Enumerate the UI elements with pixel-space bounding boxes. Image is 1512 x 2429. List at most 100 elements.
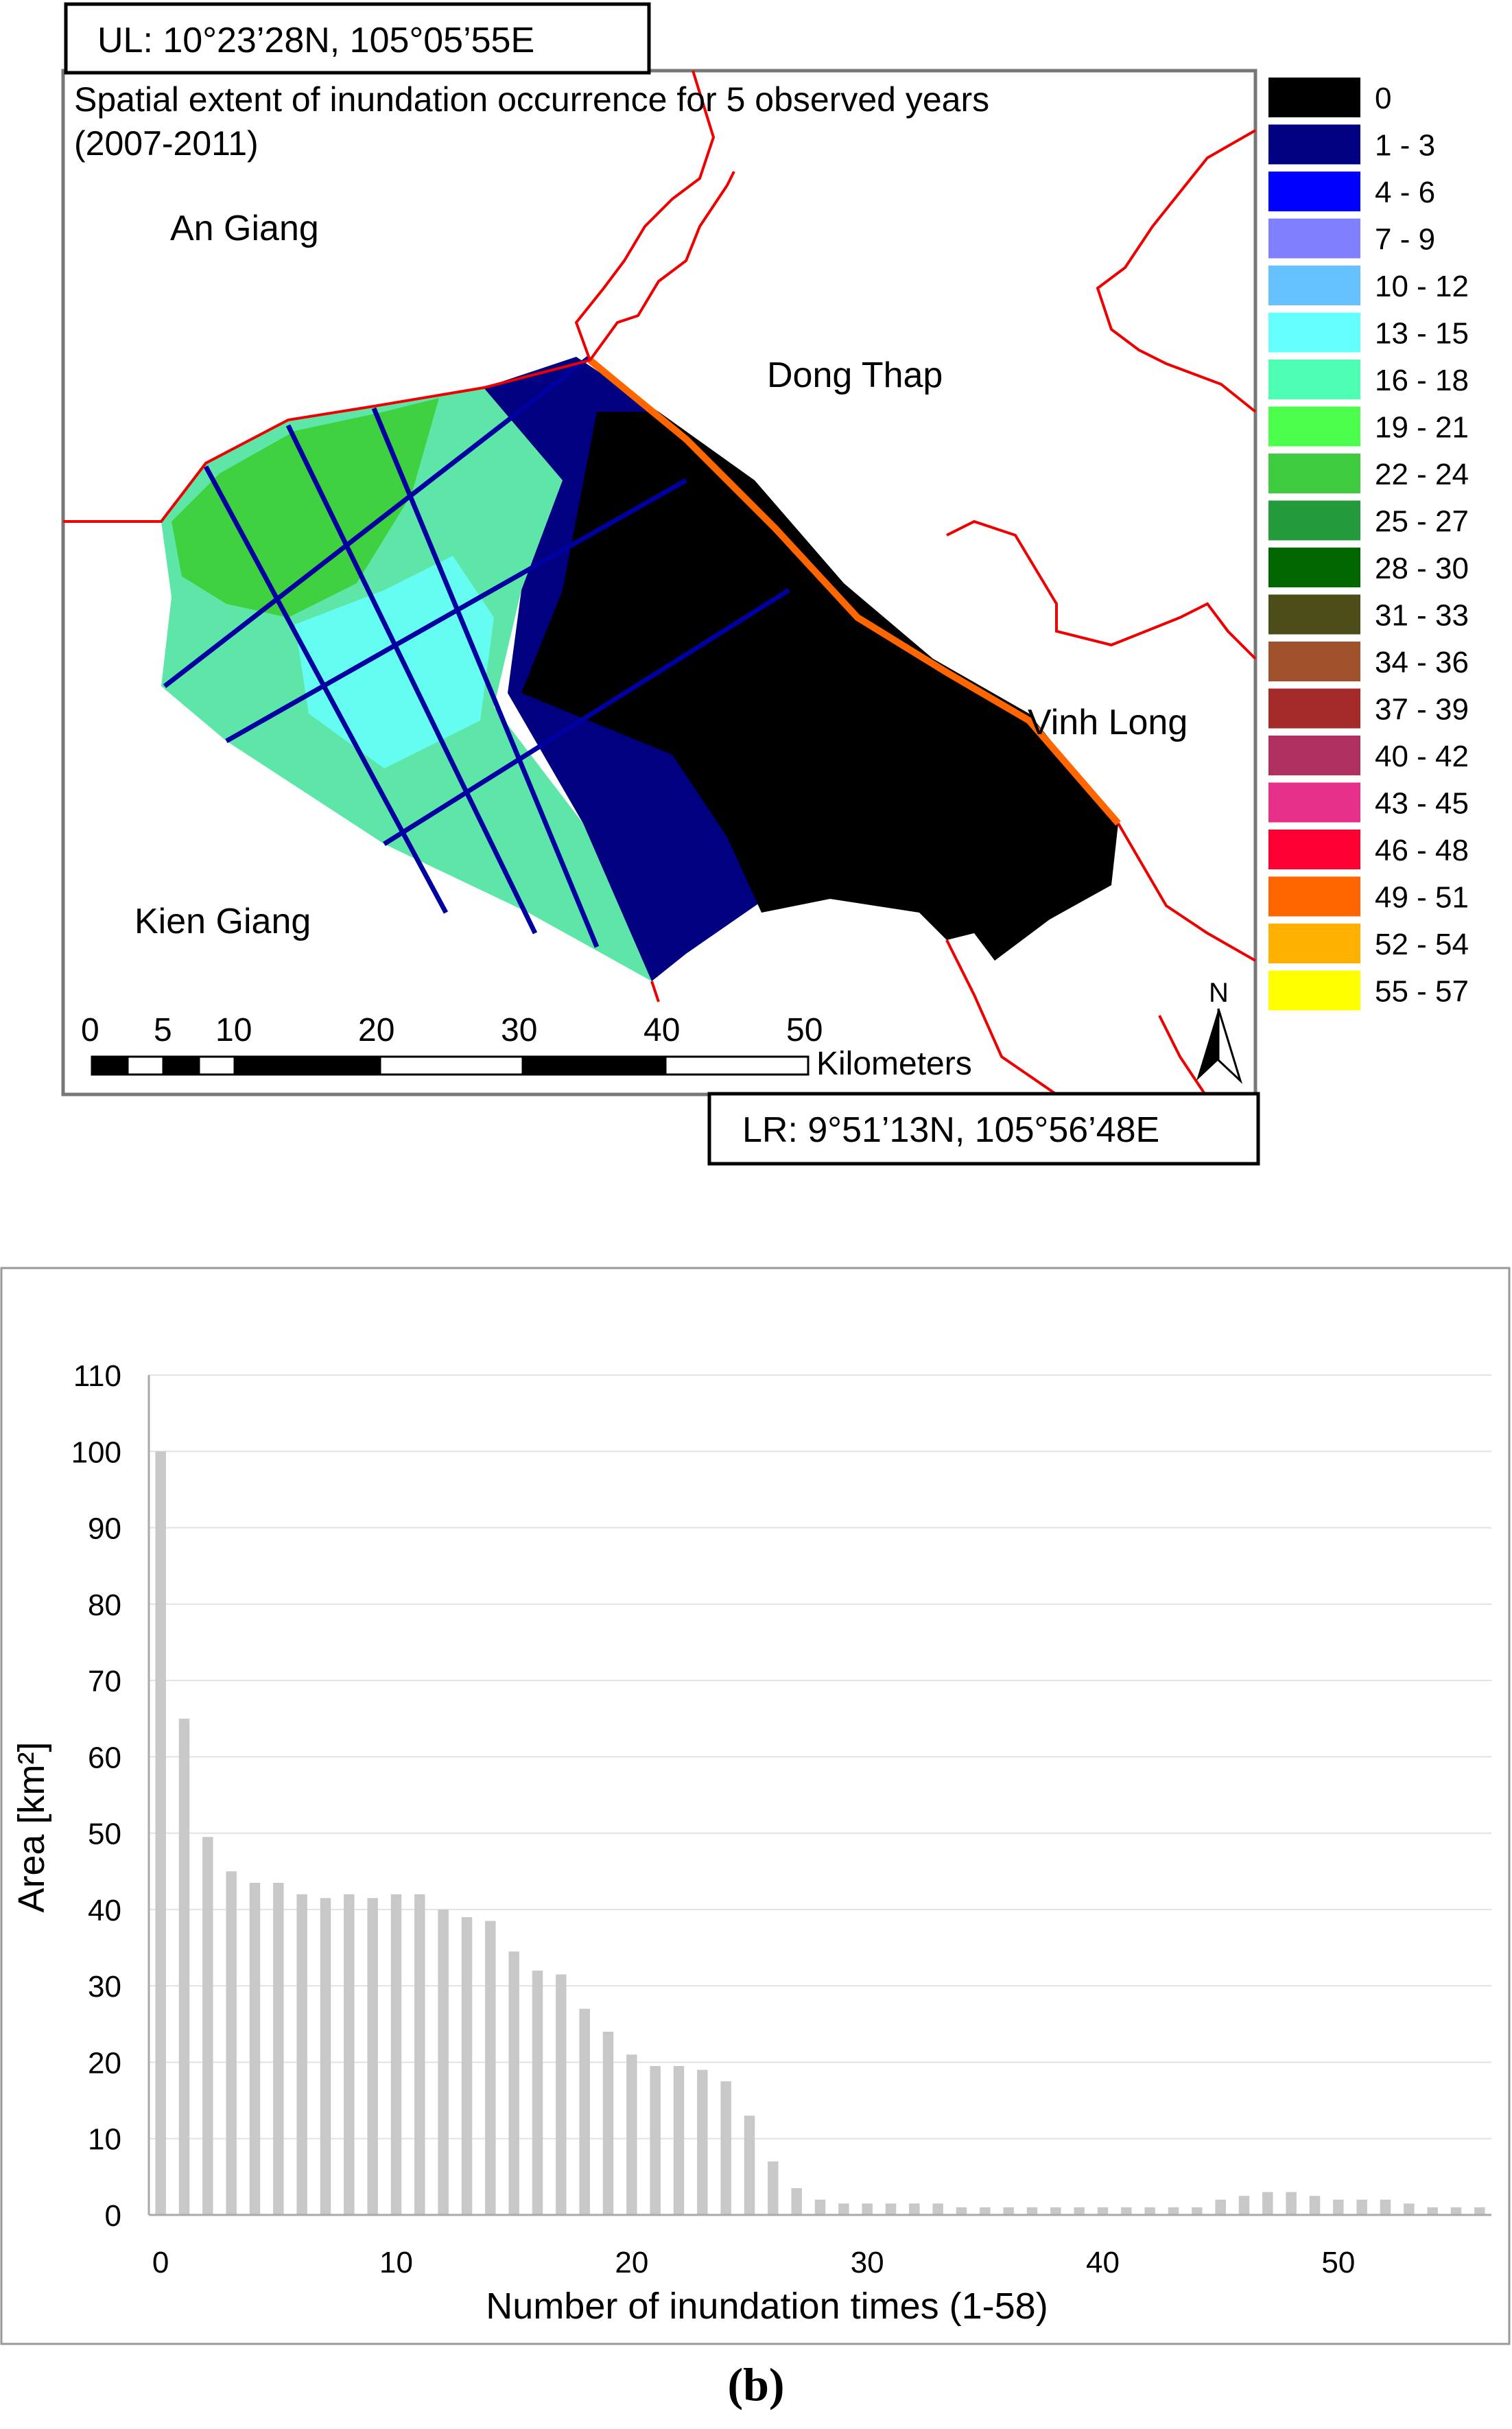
legend-label: 10 - 12 <box>1375 270 1469 303</box>
raster-canals <box>163 355 790 948</box>
bar <box>1192 2207 1203 2215</box>
bar <box>1309 2196 1321 2215</box>
bar <box>155 1451 166 2215</box>
legend-swatch <box>1267 311 1362 354</box>
inundation-map: Spatial extent of inundation occurrence … <box>61 2 1469 1208</box>
bar <box>1026 2207 1038 2215</box>
chart-x-axis-label: Number of inundation times (1-58) <box>486 2286 1048 2327</box>
legend-label: 43 - 45 <box>1375 787 1469 821</box>
province-label-dong-thap: Dong Thap <box>767 355 943 395</box>
legend-label: 37 - 39 <box>1375 693 1469 727</box>
legend-label: 7 - 9 <box>1375 223 1435 257</box>
legend-swatch <box>1267 217 1362 260</box>
caption-b: (b) <box>727 2358 784 2410</box>
bar <box>697 2069 708 2215</box>
bar <box>862 2203 873 2215</box>
bar <box>744 2115 755 2215</box>
legend-swatch <box>1267 405 1362 448</box>
bar <box>344 1894 355 2215</box>
bar <box>202 1837 213 2215</box>
legend-label: 31 - 33 <box>1375 599 1469 633</box>
bar <box>320 1898 331 2215</box>
bar <box>838 2203 849 2215</box>
legend-label: 55 - 57 <box>1375 975 1469 1009</box>
bar <box>602 2031 614 2215</box>
chart-y-tick-labels: 0 10 20 30 40 50 60 70 80 90 100 110 <box>71 1359 121 2233</box>
legend-swatch <box>1267 593 1362 636</box>
y-tick-label: 90 <box>88 1512 121 1546</box>
bar <box>273 1882 284 2215</box>
bar <box>532 1970 543 2215</box>
inundation-area-bar-chart: 0 10 20 30 40 50 60 70 80 90 100 110 0 10 20 30 40 50 Nu… <box>0 1267 1511 2410</box>
province-boundaries <box>63 70 1257 1099</box>
bar <box>249 1882 261 2215</box>
legend-swatch <box>1267 875 1362 918</box>
legend-label: 25 - 27 <box>1375 505 1469 539</box>
province-label-an-giang: An Giang <box>170 209 319 248</box>
bar <box>909 2203 920 2215</box>
bar <box>956 2207 967 2215</box>
bar <box>438 1909 449 2215</box>
bar <box>1262 2192 1273 2215</box>
chart-bars <box>155 1451 1485 2215</box>
province-label-vinh-long: Vinh Long <box>1028 703 1188 742</box>
bar <box>1215 2199 1226 2215</box>
y-tick-label: 20 <box>88 2046 121 2080</box>
inundation-raster <box>161 355 1121 981</box>
legend-label: 22 - 24 <box>1375 458 1469 491</box>
chart-axes <box>147 1375 1491 2216</box>
y-tick-label: 110 <box>73 1359 121 1393</box>
legend-swatch <box>1267 687 1362 730</box>
bar <box>980 2207 991 2215</box>
bar <box>1404 2203 1415 2215</box>
scale-tick-label: 40 <box>643 1012 680 1048</box>
scale-tick-label: 30 <box>501 1012 537 1048</box>
north-arrow-icon: N <box>1196 978 1243 1084</box>
legend-label: 4 - 6 <box>1375 176 1435 209</box>
bar <box>1144 2207 1155 2215</box>
legend-swatch <box>1267 781 1362 824</box>
x-tick-label: 10 <box>379 2246 413 2279</box>
legend-label: 40 - 42 <box>1375 740 1469 773</box>
chart-x-tick-labels: 0 10 20 30 40 50 <box>152 2246 1355 2279</box>
bar <box>1333 2199 1344 2215</box>
x-tick-label: 50 <box>1321 2246 1355 2279</box>
y-tick-label: 60 <box>88 1741 121 1774</box>
legend-swatch <box>1267 546 1362 589</box>
scale-tick-label: 10 <box>215 1012 252 1048</box>
bar <box>626 2054 637 2215</box>
scale-tick-label: 20 <box>358 1012 394 1048</box>
map-title-line2: (2007-2011) <box>74 124 259 163</box>
legend-swatch <box>1267 170 1362 213</box>
bar <box>1003 2207 1014 2215</box>
chart-y-axis-label: Area [km²] <box>11 1741 52 1912</box>
province-label-kien-giang: Kien Giang <box>134 902 311 941</box>
bar <box>485 1921 496 2215</box>
bar <box>508 1951 519 2215</box>
legend-label: 0 <box>1375 82 1391 115</box>
legend-label: 28 - 30 <box>1375 552 1469 585</box>
legend-label: 19 - 21 <box>1375 411 1469 445</box>
scale-tick-label: 0 <box>81 1012 99 1048</box>
bar <box>1168 2207 1179 2215</box>
y-tick-label: 50 <box>88 1818 121 1851</box>
legend-swatch <box>1267 452 1362 495</box>
bar <box>1286 2192 1297 2215</box>
bar <box>1427 2207 1438 2215</box>
ul-coordinate-box <box>64 2 651 75</box>
ul-coordinate: UL: 10°23’28N, 105°05’55E <box>97 21 534 60</box>
bar <box>1356 2199 1367 2215</box>
map-title-line1: Spatial extent of inundation occurrence … <box>74 80 989 119</box>
bar <box>814 2199 826 2215</box>
legend-swatch <box>1267 358 1362 401</box>
raster-cyan-strip <box>295 556 494 768</box>
legend-label: 16 - 18 <box>1375 364 1469 397</box>
y-tick-label: 70 <box>88 1665 121 1698</box>
legend-label: 13 - 15 <box>1375 317 1469 351</box>
bar <box>720 2081 731 2215</box>
legend-swatch <box>1267 499 1362 542</box>
legend-swatch <box>1267 969 1362 1012</box>
scale-unit: Kilometers <box>816 1046 972 1082</box>
legend-label: 49 - 51 <box>1375 881 1469 915</box>
x-tick-label: 30 <box>851 2246 884 2279</box>
